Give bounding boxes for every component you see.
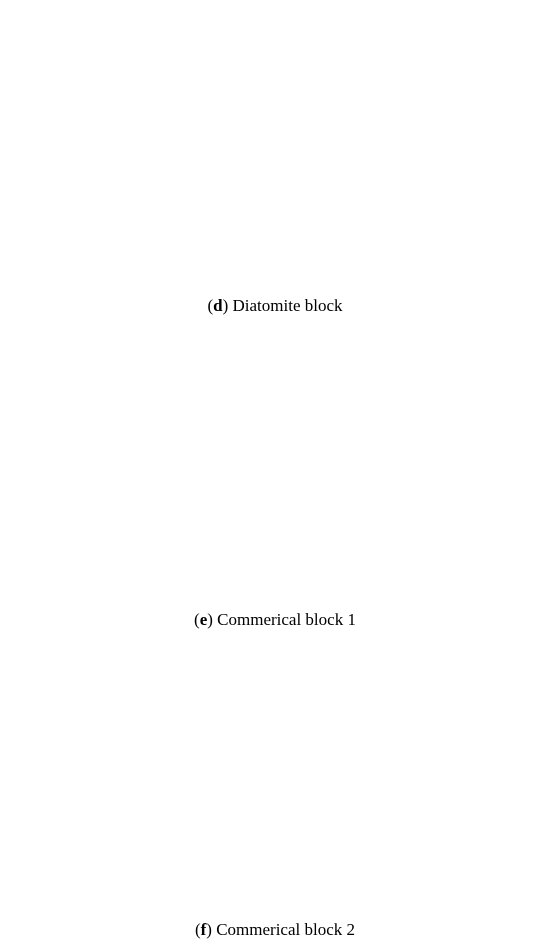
chart-panel-f: (f) Commerical block 2	[0, 648, 550, 951]
chart-e-caption: (e) Commerical block 1	[194, 610, 356, 629]
chart-f-svg	[0, 648, 550, 920]
chart-e-caption-letter: e	[199, 610, 208, 629]
chart-d-caption-text: Diatomite block	[232, 296, 343, 315]
chart-e-svg	[0, 328, 550, 610]
chart-d-caption-letter: d	[213, 296, 223, 315]
chart-f-caption: (f) Commerical block 2	[194, 920, 356, 939]
chart-e-caption-text: Commerical block 1	[217, 610, 356, 629]
chart-panel-d: (d) Diatomite block	[0, 0, 550, 320]
chart-f-caption-letter: f	[200, 920, 207, 939]
chart-f-caption-text: Commerical block 2	[216, 920, 356, 939]
chart-d-svg	[0, 0, 550, 290]
chart-panel-e: (e) Commerical block 1	[0, 328, 550, 638]
chart-d-caption: (d) Diatomite block	[207, 296, 343, 315]
